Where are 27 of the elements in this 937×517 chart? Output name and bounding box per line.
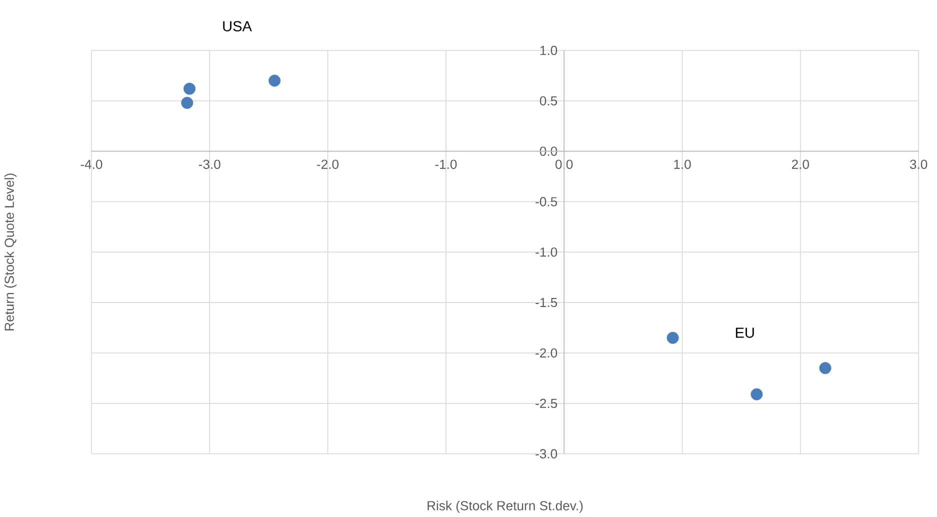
x-tick-label: -2.0 <box>317 160 339 169</box>
x-axis-title: Risk (Stock Return St.dev.) <box>428 500 583 513</box>
text: USA <box>223 20 252 32</box>
point <box>183 82 196 95</box>
y-tick-label: -2.0 <box>536 348 558 358</box>
point <box>819 362 832 374</box>
y-tick-label: -0.5 <box>536 196 558 206</box>
annotation: EU <box>736 328 754 338</box>
y-tick-label: 0.5 <box>540 96 558 106</box>
x-tick-label: -3.0 <box>198 160 220 169</box>
y-tick-label: 0.0 <box>540 146 558 156</box>
point <box>750 388 763 400</box>
y-tick-label: 1.0 <box>540 46 558 55</box>
point <box>181 96 194 109</box>
point <box>268 74 281 87</box>
y-tick-label: -1.0 <box>536 247 558 257</box>
point <box>666 332 679 344</box>
y-tick-label: -3.0 <box>536 449 558 458</box>
y-axis-title: Return (Stock Quote Level) <box>4 174 17 330</box>
x-tick-label: 0.0 <box>556 160 573 169</box>
x-tick-label: -4.0 <box>80 160 102 169</box>
x-tick-label: 2.0 <box>792 160 809 169</box>
x-tick-label: -1.0 <box>435 160 457 169</box>
y-tick-label: -1.5 <box>536 298 558 307</box>
x-tick-label: 1.0 <box>674 160 691 169</box>
x-tick-label: 3.0 <box>910 160 928 169</box>
y-tick-label: -2.5 <box>536 398 558 408</box>
